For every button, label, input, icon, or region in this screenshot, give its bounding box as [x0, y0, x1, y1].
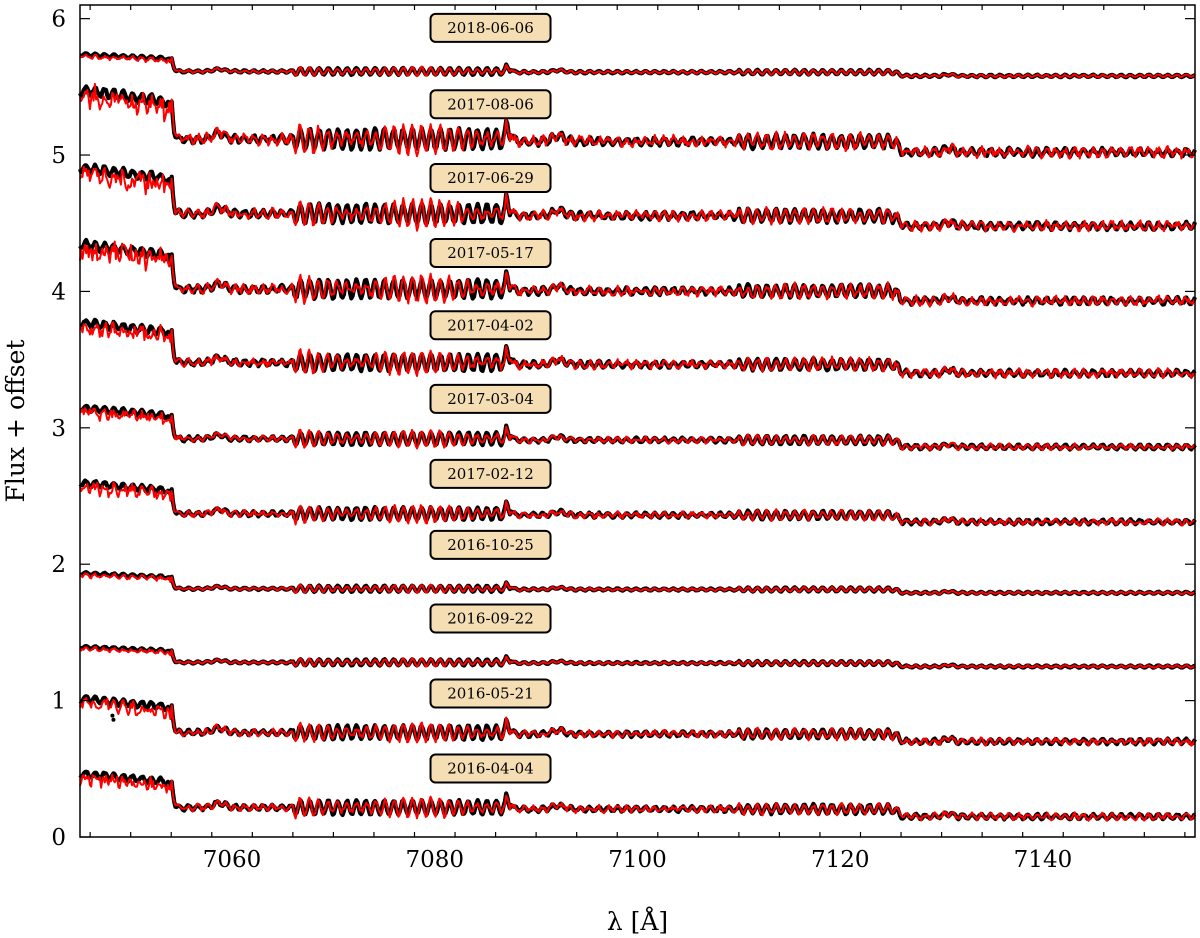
y-tick-label: 4 [51, 279, 66, 305]
model-spectrum-line [79, 407, 1196, 452]
spectrum-2017-03-04 [79, 403, 1197, 452]
date-label-box [429, 237, 552, 268]
date-label-text: 2016-09-22 [447, 610, 533, 628]
spectrum-2017-05-17 [78, 237, 1197, 308]
plot-frame [79, 4, 1196, 838]
x-tick-label: 7120 [811, 847, 870, 873]
observed-spectrum-line [78, 769, 1197, 822]
y-tick-label: 1 [51, 689, 66, 715]
date-label: 2017-05-17 [429, 237, 552, 268]
date-label-box [429, 89, 552, 120]
date-label-box [429, 603, 552, 634]
date-label-text: 2017-04-02 [447, 316, 533, 334]
y-tick-label: 3 [51, 416, 66, 442]
date-labels: 2018-06-06 2017-08-06 2017-06-29 2017-05-17… [429, 12, 552, 784]
date-label: 2017-02-12 [429, 458, 552, 489]
date-label: 2016-05-21 [429, 678, 552, 709]
model-spectrum-line [79, 165, 1196, 233]
date-label-box [429, 529, 552, 560]
y-tick-label: 6 [51, 7, 66, 33]
x-tick-label: 7080 [405, 847, 464, 873]
spectrum-2018-06-06 [79, 51, 1196, 80]
stray-data-point [110, 713, 115, 718]
date-label-box [429, 458, 552, 489]
date-label-text: 2017-06-29 [447, 169, 533, 187]
observed-spectrum-line [78, 162, 1197, 233]
date-label-text: 2017-02-12 [447, 465, 533, 483]
model-spectrum-line [79, 646, 1196, 669]
date-label-box [429, 383, 552, 414]
x-axis-ticks: 7060 7080 7100 7120 7140 [89, 5, 1186, 873]
spectrum-2016-05-21 [78, 694, 1197, 747]
date-label: 2016-04-04 [429, 753, 552, 784]
date-label-text: 2016-04-04 [447, 760, 533, 778]
spectrum-2017-02-12 [78, 478, 1197, 527]
date-label-box [429, 162, 552, 193]
y-tick-label: 5 [51, 143, 66, 169]
spectrum-2016-04-04 [78, 769, 1197, 822]
model-spectrum-line [79, 240, 1196, 308]
observed-spectrum-line [78, 478, 1197, 527]
stray-data-point [111, 717, 116, 722]
date-label: 2017-06-29 [429, 162, 552, 193]
observed-spectrum-line [79, 403, 1197, 452]
spectrum-2016-09-22 [79, 643, 1196, 670]
spectrum-2016-10-25 [79, 570, 1197, 597]
date-label-text: 2018-06-06 [447, 19, 533, 37]
y-tick-label: 0 [51, 825, 66, 851]
model-spectrum-line [79, 572, 1196, 596]
date-label-text: 2016-05-21 [447, 685, 533, 703]
date-label: 2017-04-02 [429, 310, 552, 341]
spectrum-2017-08-06 [78, 82, 1197, 160]
x-axis-label: λ [Å] [607, 906, 668, 936]
date-label: 2016-09-22 [429, 603, 552, 634]
date-label-box [429, 753, 552, 784]
date-label-text: 2016-10-25 [447, 536, 533, 554]
model-spectrum-line [79, 321, 1196, 380]
y-axis-ticks: 0 1 2 3 4 5 6 [51, 7, 1195, 851]
observed-spectrum-line [79, 317, 1197, 379]
model-spectrum-line [79, 773, 1196, 822]
date-label-box [429, 12, 552, 43]
model-spectrum-line [79, 53, 1196, 79]
date-label: 2017-03-04 [429, 383, 552, 414]
x-tick-label: 7100 [608, 847, 667, 873]
date-label-box [429, 310, 552, 341]
x-tick-label: 7140 [1014, 847, 1073, 873]
observed-spectrum-line [78, 237, 1197, 308]
date-label-text: 2017-03-04 [447, 390, 533, 408]
x-tick-label: 7060 [203, 847, 262, 873]
model-spectrum-line [79, 481, 1196, 527]
date-label-box [429, 678, 552, 709]
model-spectrum-line [79, 696, 1196, 747]
spectrum-2017-06-29 [78, 162, 1197, 233]
spectra-lines [78, 51, 1197, 822]
y-axis-label: Flux + offset [1, 340, 30, 503]
date-label-text: 2017-05-17 [447, 244, 533, 262]
y-tick-label: 2 [51, 552, 66, 578]
date-label: 2017-08-06 [429, 89, 552, 120]
date-label-text: 2017-08-06 [447, 95, 533, 113]
date-label: 2016-10-25 [429, 529, 552, 560]
date-label: 2018-06-06 [429, 12, 552, 43]
model-spectrum-line [79, 82, 1196, 160]
spectrum-2017-04-02 [79, 317, 1197, 380]
